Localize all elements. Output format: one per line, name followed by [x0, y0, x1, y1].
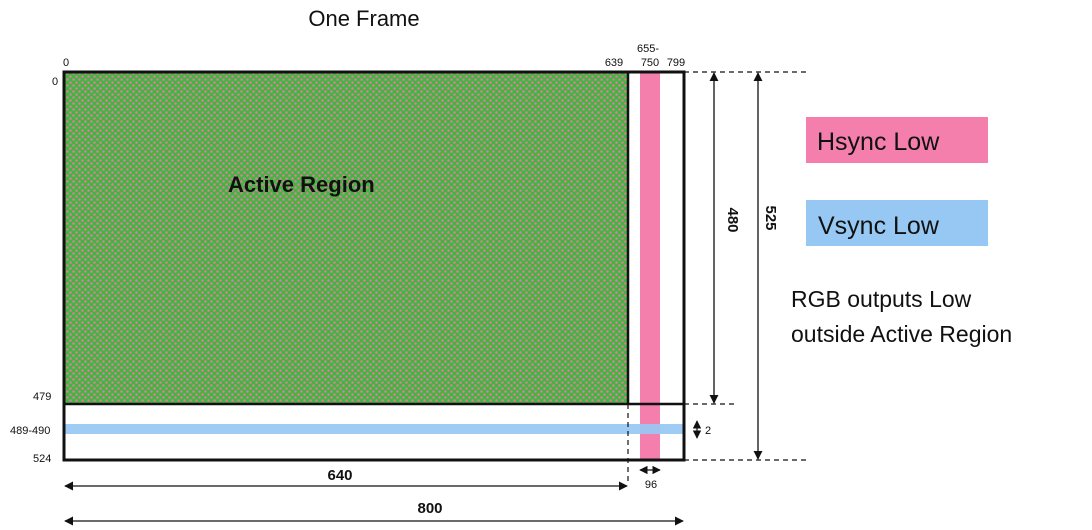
vsync-strip — [64, 424, 684, 434]
vsync-legend-swatch — [806, 200, 988, 246]
frame-outline — [62, 70, 686, 462]
col-label-hsync-bottom: 750 — [641, 57, 659, 69]
row-label-start: 0 — [52, 76, 58, 88]
col-label-start: 0 — [63, 57, 69, 69]
total-width-label: 800 — [417, 500, 442, 517]
active-height-label: 480 — [724, 207, 741, 232]
hsync-width-label: 96 — [645, 479, 657, 491]
dashed-guides — [627, 71, 806, 482]
row-label-total-end: 524 — [33, 453, 51, 465]
hsync-legend-label: Hsync Low — [817, 128, 940, 156]
vsync-legend-label: Vsync Low — [818, 212, 940, 240]
col-label-hsync-top: 655- — [637, 43, 659, 55]
total-height-label: 525 — [762, 205, 779, 230]
row-label-active-end: 479 — [33, 391, 51, 403]
vsync-height-label: 2 — [705, 425, 711, 437]
active-region — [64, 72, 628, 404]
col-label-active-end: 639 — [605, 57, 623, 69]
hsync-strip — [640, 72, 660, 460]
note-line-2: outside Active Region — [791, 321, 1012, 347]
active-region-label: Active Region — [228, 172, 375, 197]
active-width-label: 640 — [327, 467, 352, 484]
note-line-1: RGB outputs Low — [791, 286, 972, 312]
col-label-total-end: 799 — [667, 57, 685, 69]
row-label-vsync: 489-490 — [10, 425, 50, 437]
hsync-legend-swatch — [806, 117, 988, 163]
frame-title: One Frame — [308, 6, 419, 31]
